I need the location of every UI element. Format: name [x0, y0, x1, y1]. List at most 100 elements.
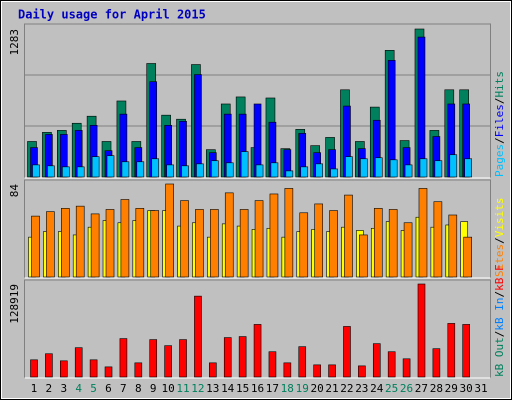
bar [224, 192, 234, 278]
bar [105, 209, 115, 278]
bar [135, 208, 145, 278]
bar [419, 158, 428, 178]
x-tick-label: 18 [281, 382, 294, 395]
bar [299, 212, 309, 278]
bar [181, 165, 189, 178]
bar [359, 234, 368, 278]
y-tick-label: 128919 [8, 284, 21, 324]
bar [388, 209, 398, 278]
x-tick-label: 13 [206, 382, 219, 395]
bar [166, 164, 174, 178]
bar [45, 353, 53, 378]
bar [194, 295, 202, 378]
bar [210, 209, 219, 278]
legend-separator: / [493, 98, 506, 105]
legend-separator: / [493, 331, 506, 338]
x-tick-label: 30 [460, 382, 473, 395]
y-tick-label: 84 [8, 184, 21, 198]
chart-title: Daily usage for April 2015 [18, 8, 206, 22]
bar [75, 205, 85, 278]
bar [315, 163, 323, 178]
bar [447, 323, 456, 378]
x-tick-label: 12 [191, 382, 204, 395]
bar [209, 362, 217, 378]
bar [270, 162, 279, 178]
bar [360, 158, 368, 178]
x-tick-label: 5 [90, 382, 97, 395]
bar [387, 351, 396, 378]
x-tick-label: 27 [415, 382, 428, 395]
x-tick-label: 19 [296, 382, 309, 395]
bar [179, 339, 187, 378]
bar [417, 36, 426, 178]
bar [284, 188, 294, 278]
bar [194, 74, 202, 178]
bar [240, 151, 249, 178]
bar [30, 359, 38, 378]
x-tick-label: 26 [400, 382, 413, 395]
bar [62, 166, 70, 178]
legend-entry: kB F [493, 264, 506, 291]
bar [119, 338, 128, 378]
legend-separator: / [493, 137, 506, 144]
legend: Pages/Files/Hits [493, 71, 506, 177]
bar [330, 168, 338, 178]
x-tick-label: 28 [430, 382, 443, 395]
x-tick-label: 4 [75, 382, 82, 395]
x-tick-label: 1 [31, 382, 38, 395]
bar [328, 364, 336, 378]
x-tick-label: 21 [325, 382, 338, 395]
bar [134, 362, 143, 378]
x-tick-label: 14 [221, 382, 235, 395]
bar [195, 209, 204, 278]
bar [164, 345, 172, 378]
bar [434, 160, 443, 178]
bar [31, 215, 40, 278]
bar [121, 161, 130, 178]
bar [90, 213, 100, 278]
bar [268, 351, 277, 378]
bar [404, 164, 413, 178]
bar [106, 155, 115, 178]
bar [32, 164, 40, 178]
bar [314, 203, 323, 278]
legend-entry: Visits [493, 198, 506, 238]
bar [120, 199, 130, 278]
legend-entry: kB Out [493, 337, 506, 377]
bar [418, 188, 428, 278]
bar [239, 209, 249, 278]
x-tick-label: 11 [176, 382, 189, 395]
bar [149, 339, 158, 378]
x-tick-label: 2 [46, 382, 53, 395]
bar [223, 337, 232, 378]
bar [46, 211, 55, 278]
x-tick-label: 24 [370, 382, 384, 395]
x-tick-label: 17 [266, 382, 279, 395]
bar [372, 343, 381, 378]
bar [180, 200, 189, 278]
bar [464, 158, 472, 178]
bar [373, 208, 383, 278]
bar [449, 154, 458, 178]
x-tick-label: 6 [105, 382, 112, 395]
bar [283, 362, 292, 378]
bar [47, 165, 55, 178]
bar [91, 156, 100, 178]
bar [402, 358, 411, 378]
legend-separator: / [493, 291, 506, 298]
bar [285, 170, 294, 178]
legend-separator: / [493, 237, 506, 244]
bar [254, 200, 264, 278]
bar [313, 364, 321, 378]
bar [150, 210, 160, 278]
bar [432, 348, 441, 378]
x-tick-label: 9 [150, 382, 157, 395]
x-tick-label: 8 [135, 382, 142, 395]
x-tick-label: 23 [355, 382, 368, 395]
bar [448, 214, 458, 278]
bar [374, 157, 383, 178]
x-tick-label: 3 [60, 382, 67, 395]
y-tick-label: 1283 [8, 29, 21, 56]
